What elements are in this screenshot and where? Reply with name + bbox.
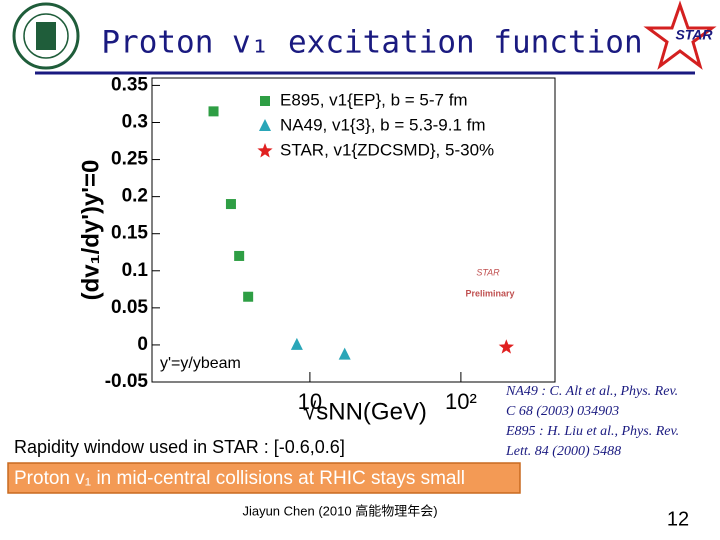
legend-marker [257,143,273,158]
data-point [498,339,514,354]
y-tick-label: 0.05 [111,297,148,318]
data-point [225,199,236,210]
data-point [290,337,303,350]
highlight-text: Proton v₁ in mid-central collisions at R… [14,468,465,489]
y-tick-label: 0.15 [111,223,148,244]
legend-entry: NA49, v1{3}, b = 5.3-9.1 fm [280,115,486,134]
rapidity-note: Rapidity window used in STAR : [-0.6,0.6… [14,437,345,457]
data-point [243,291,254,302]
plot-frame [151,77,556,383]
y-tick-label: 0.2 [122,186,148,207]
legend-marker [260,96,270,106]
data-point [234,250,245,261]
x-tick-label: 10² [445,389,477,414]
page-number: 12 [667,508,689,530]
y-tick-label: 0.1 [122,260,149,281]
y-tick-label: 0.3 [122,112,148,133]
footer: Jiayun Chen (2010 高能物理年会) [242,503,437,518]
y-axis-label: (dv₁/dy')y'=0 [77,160,104,301]
star-logo: STAR [643,0,717,70]
chart: -0.05 0 0.05 0.1 0.15 0.2 0.25 0.3 0.35 10 10² √sNN… [77,74,556,425]
reference: NA49 : C. Alt et al., Phys. Rev. [505,384,678,399]
y-tick-label: 0.25 [111,149,148,170]
x-tick-label: 10 [298,389,322,414]
university-logo [12,2,80,70]
reference: E895 : H. Liu et al., Phys. Rev. [505,424,679,439]
data-point [208,106,219,117]
annotation: y'=y/ybeam [160,355,241,372]
logo-text: STAR [675,27,713,43]
x-axis-label: √sNN(GeV) [303,398,427,425]
highlight-box [7,462,521,494]
stamp: Preliminary [465,288,514,298]
legend-entry: STAR, v1{ZDCSMD}, 5-30% [280,140,494,159]
legend-marker [259,119,271,131]
legend-entry: E895, v1{EP}, b = 5-7 fm [280,90,468,109]
slide-title: Proton v₁ excitation function [101,25,642,61]
reference: Lett. 84 (2000) 5488 [505,444,621,459]
stamp: STAR [476,267,500,277]
reference: C 68 (2003) 034903 [506,404,619,419]
data-point [338,347,351,360]
y-tick-label: -0.05 [105,371,149,392]
y-tick-label: 0.35 [111,74,148,95]
y-tick-label: 0 [137,334,148,355]
